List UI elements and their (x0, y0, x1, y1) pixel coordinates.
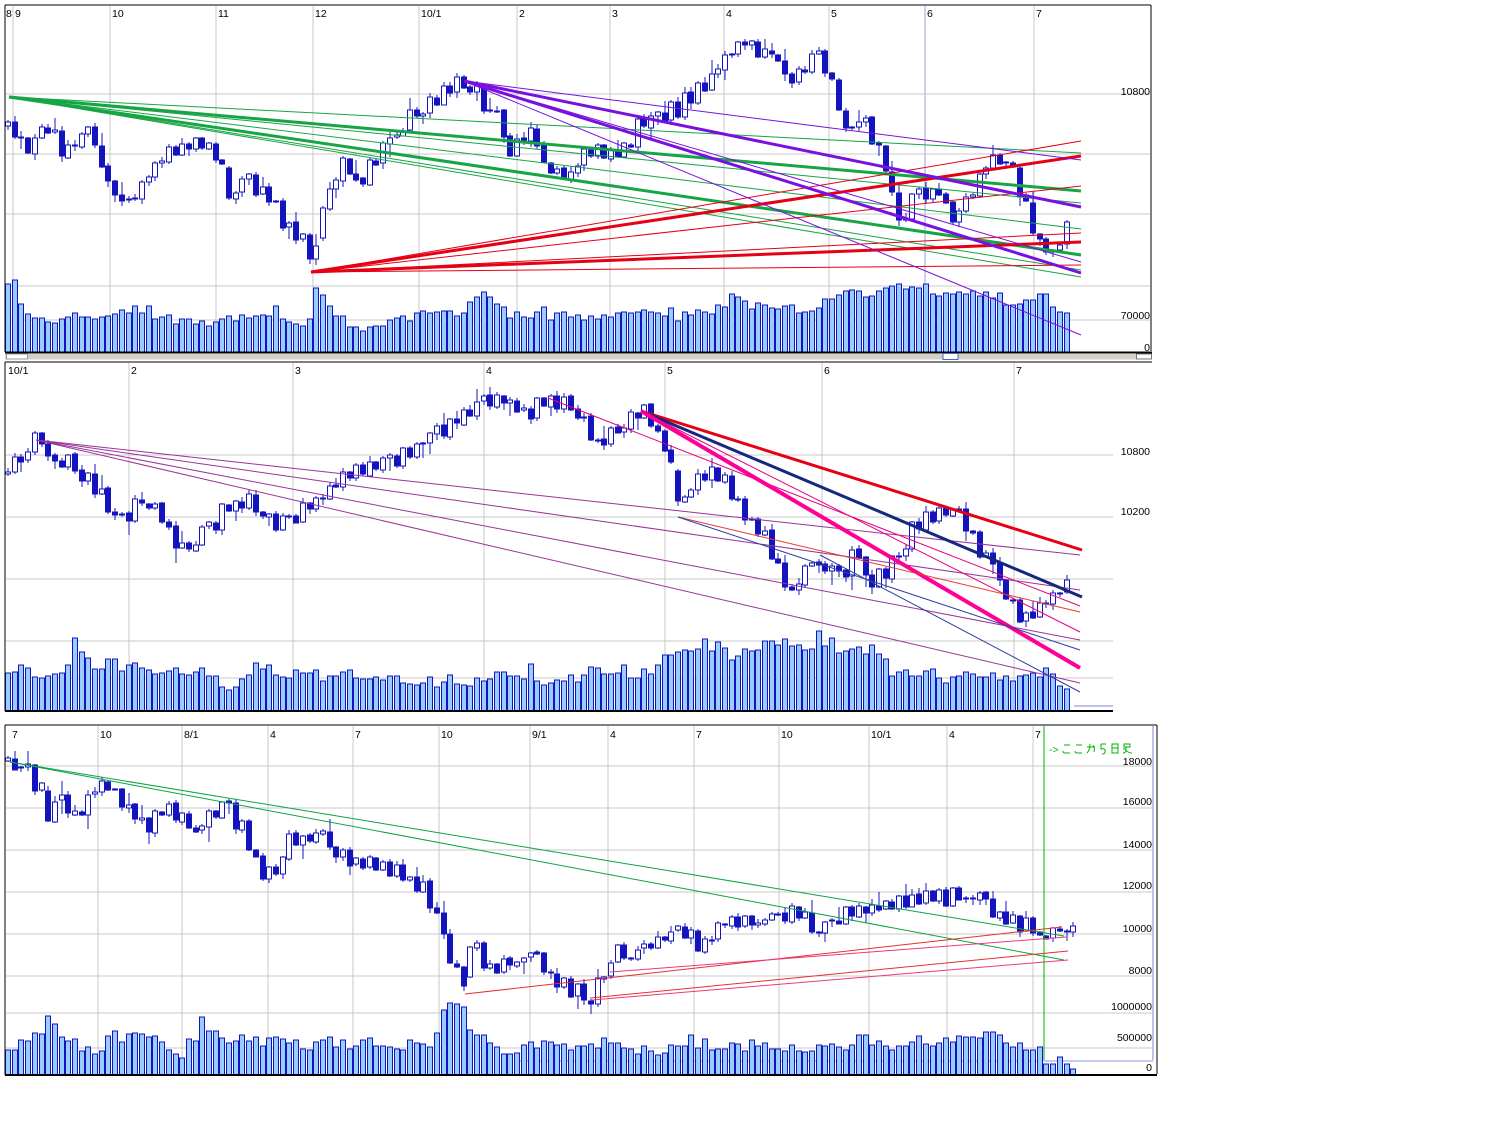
svg-text:7: 7 (1016, 365, 1022, 377)
svg-text:70000: 70000 (1121, 310, 1150, 322)
svg-text:0: 0 (1144, 342, 1150, 354)
svg-text:4: 4 (270, 729, 276, 741)
svg-text:10: 10 (441, 729, 453, 741)
svg-text:18000: 18000 (1123, 756, 1152, 768)
svg-text:7: 7 (696, 729, 702, 741)
svg-text:0: 0 (1146, 1062, 1152, 1074)
svg-text:6: 6 (927, 8, 933, 20)
svg-text:10: 10 (112, 8, 124, 20)
svg-text:5: 5 (667, 365, 673, 377)
svg-text:14000: 14000 (1123, 839, 1152, 851)
svg-text:10800: 10800 (1121, 86, 1150, 98)
svg-text:1000000: 1000000 (1111, 1001, 1152, 1013)
svg-text:10200: 10200 (1121, 506, 1150, 518)
svg-text:4: 4 (610, 729, 616, 741)
svg-text:5: 5 (831, 8, 837, 20)
svg-text:2: 2 (131, 365, 137, 377)
svg-text:3: 3 (295, 365, 301, 377)
svg-text:8000: 8000 (1129, 965, 1153, 977)
svg-text:16000: 16000 (1123, 796, 1152, 808)
svg-text:10/1: 10/1 (871, 729, 892, 741)
svg-text:10: 10 (100, 729, 112, 741)
svg-text:7: 7 (12, 729, 18, 741)
svg-text:12: 12 (315, 8, 327, 20)
svg-text:2: 2 (519, 8, 525, 20)
svg-text:9: 9 (15, 8, 21, 20)
svg-text:4: 4 (949, 729, 955, 741)
svg-text:10/1: 10/1 (421, 8, 442, 20)
svg-text:6: 6 (824, 365, 830, 377)
svg-text:10800: 10800 (1121, 446, 1150, 458)
svg-text:7: 7 (355, 729, 361, 741)
svg-text:10/1: 10/1 (8, 365, 29, 377)
svg-text:8/1: 8/1 (184, 729, 199, 741)
svg-text:7: 7 (1036, 8, 1042, 20)
svg-text:7: 7 (1035, 729, 1041, 741)
svg-text:10: 10 (781, 729, 793, 741)
svg-text:3: 3 (612, 8, 618, 20)
svg-text:4: 4 (486, 365, 492, 377)
svg-text:9/1: 9/1 (532, 729, 547, 741)
svg-text:10000: 10000 (1123, 923, 1152, 935)
svg-text:4: 4 (726, 8, 732, 20)
svg-text:11: 11 (218, 8, 229, 20)
svg-text:->: -> (1049, 744, 1059, 756)
svg-text:12000: 12000 (1123, 880, 1152, 892)
svg-text:500000: 500000 (1117, 1032, 1152, 1044)
svg-text:8: 8 (6, 8, 12, 20)
